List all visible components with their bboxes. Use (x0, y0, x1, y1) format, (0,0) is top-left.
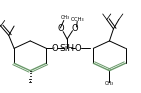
Text: SiH: SiH (60, 44, 75, 53)
Text: O: O (75, 44, 81, 53)
Text: O: O (72, 24, 79, 33)
Text: ·: · (29, 77, 32, 87)
Text: OCH₃: OCH₃ (70, 17, 84, 22)
Text: CH₃: CH₃ (105, 81, 114, 86)
Text: CH₃: CH₃ (61, 15, 70, 20)
Text: ': ' (53, 46, 55, 52)
Text: O: O (58, 24, 64, 33)
Text: O: O (52, 44, 58, 53)
